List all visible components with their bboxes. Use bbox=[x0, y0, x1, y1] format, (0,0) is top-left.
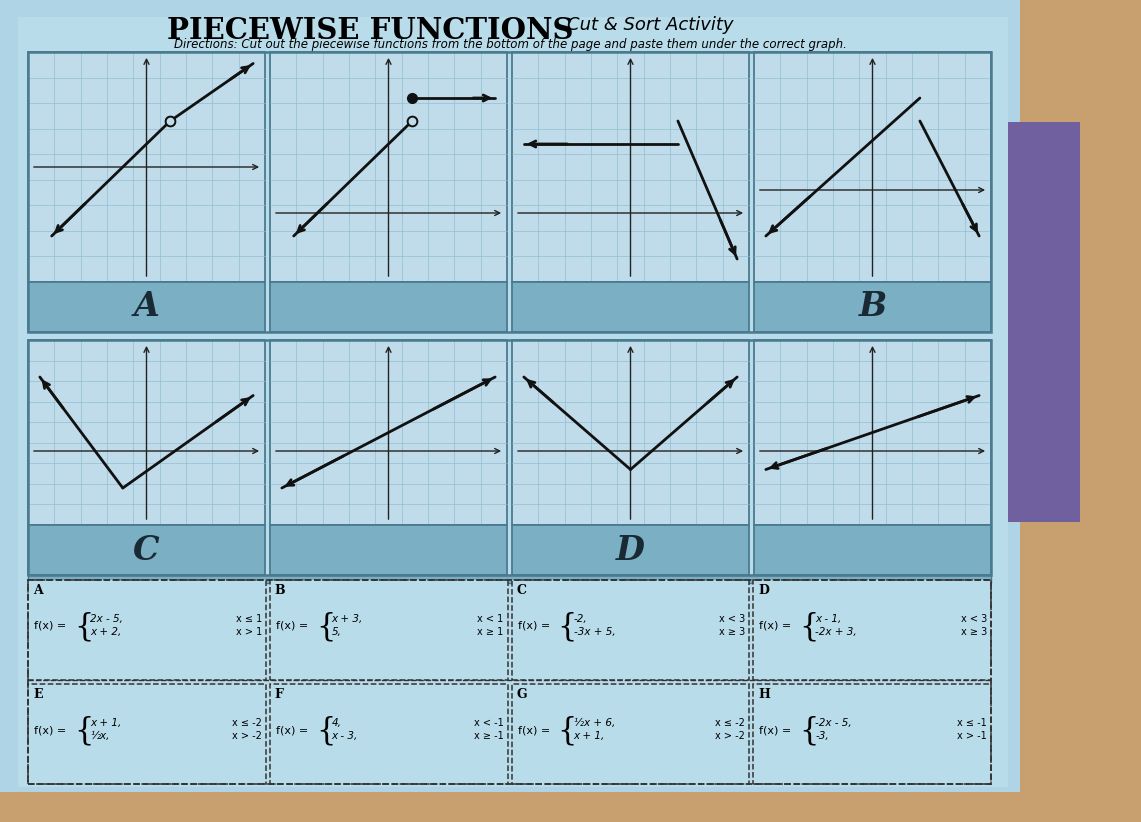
Text: ½x + 6,: ½x + 6, bbox=[574, 718, 615, 728]
Text: 5,: 5, bbox=[332, 627, 341, 637]
Text: Directions: Cut out the piecewise functions from the bottom of the page and past: Directions: Cut out the piecewise functi… bbox=[173, 38, 847, 51]
Text: x - 3,: x - 3, bbox=[332, 731, 358, 741]
Text: 2x - 5,: 2x - 5, bbox=[90, 614, 123, 624]
Bar bbox=[29, 52, 265, 282]
Text: -3x + 5,: -3x + 5, bbox=[574, 627, 615, 637]
Bar bbox=[512, 340, 748, 525]
Bar bbox=[270, 282, 507, 332]
Text: f(x) =: f(x) = bbox=[518, 621, 550, 631]
Text: {: { bbox=[558, 612, 577, 643]
Text: {: { bbox=[799, 612, 818, 643]
Bar bbox=[270, 52, 507, 282]
Text: x ≥ 1: x ≥ 1 bbox=[477, 627, 503, 637]
Bar bbox=[754, 282, 992, 332]
Bar bbox=[512, 525, 748, 575]
Text: x ≥ 3: x ≥ 3 bbox=[719, 627, 745, 637]
Bar bbox=[1000, 122, 1081, 522]
Text: {: { bbox=[74, 715, 94, 746]
Text: x > -1: x > -1 bbox=[957, 731, 987, 741]
Bar bbox=[270, 340, 507, 525]
Bar bbox=[511, 684, 750, 784]
Text: B: B bbox=[275, 584, 285, 597]
Text: x ≤ -1: x ≤ -1 bbox=[957, 718, 987, 728]
Text: B: B bbox=[858, 290, 887, 324]
Bar bbox=[512, 282, 748, 332]
Text: -2x - 5,: -2x - 5, bbox=[816, 718, 852, 728]
Bar bbox=[29, 525, 265, 575]
Bar bbox=[18, 17, 1008, 787]
Text: D: D bbox=[616, 533, 645, 566]
Text: x ≤ -2: x ≤ -2 bbox=[715, 718, 745, 728]
Text: PIECEWISE FUNCTIONS: PIECEWISE FUNCTIONS bbox=[167, 16, 573, 45]
Bar bbox=[754, 525, 992, 575]
Text: x < 1: x < 1 bbox=[477, 614, 503, 624]
Text: x > -2: x > -2 bbox=[232, 731, 261, 741]
Bar bbox=[754, 52, 992, 282]
Text: -2x + 3,: -2x + 3, bbox=[816, 627, 857, 637]
Text: A: A bbox=[33, 584, 42, 597]
Text: f(x) =: f(x) = bbox=[759, 725, 792, 735]
Bar bbox=[753, 684, 992, 784]
Text: {: { bbox=[799, 715, 818, 746]
Text: H: H bbox=[759, 688, 770, 701]
Text: x + 1,: x + 1, bbox=[574, 731, 605, 741]
Bar bbox=[1020, 0, 1141, 822]
Text: 4,: 4, bbox=[332, 718, 341, 728]
Text: C: C bbox=[517, 584, 526, 597]
Bar bbox=[511, 580, 750, 680]
Text: f(x) =: f(x) = bbox=[759, 621, 792, 631]
Bar bbox=[29, 575, 992, 583]
Bar bbox=[0, 792, 1141, 822]
Bar bbox=[29, 580, 266, 680]
Text: -3,: -3, bbox=[816, 731, 828, 741]
Text: x > 1: x > 1 bbox=[235, 627, 261, 637]
Text: x + 3,: x + 3, bbox=[332, 614, 363, 624]
Bar bbox=[269, 580, 508, 680]
Text: f(x) =: f(x) = bbox=[276, 621, 308, 631]
Bar bbox=[753, 580, 992, 680]
Text: x ≥ 3: x ≥ 3 bbox=[961, 627, 987, 637]
Text: x - 1,: x - 1, bbox=[816, 614, 842, 624]
Bar bbox=[29, 52, 992, 332]
Text: {: { bbox=[316, 715, 335, 746]
Bar bbox=[754, 340, 992, 525]
Bar bbox=[269, 684, 508, 784]
Bar bbox=[270, 525, 507, 575]
Text: x ≤ -2: x ≤ -2 bbox=[232, 718, 261, 728]
Text: C: C bbox=[133, 533, 160, 566]
Text: F: F bbox=[275, 688, 284, 701]
Text: x < -1: x < -1 bbox=[474, 718, 503, 728]
Text: f(x) =: f(x) = bbox=[276, 725, 308, 735]
Text: f(x) =: f(x) = bbox=[34, 621, 66, 631]
Text: {: { bbox=[74, 612, 94, 643]
Text: D: D bbox=[759, 584, 769, 597]
Text: -2,: -2, bbox=[574, 614, 588, 624]
Bar bbox=[512, 52, 748, 282]
Text: ½x,: ½x, bbox=[90, 731, 110, 741]
Text: x + 2,: x + 2, bbox=[90, 627, 121, 637]
Text: x > -2: x > -2 bbox=[715, 731, 745, 741]
Bar bbox=[29, 340, 992, 575]
Bar bbox=[29, 340, 265, 525]
Text: x < 3: x < 3 bbox=[719, 614, 745, 624]
Bar bbox=[29, 684, 266, 784]
Text: {: { bbox=[316, 612, 335, 643]
Text: f(x) =: f(x) = bbox=[34, 725, 66, 735]
Text: x ≥ -1: x ≥ -1 bbox=[474, 731, 503, 741]
Text: A: A bbox=[133, 290, 160, 324]
Text: x + 1,: x + 1, bbox=[90, 718, 121, 728]
Text: Cut & Sort Activity: Cut & Sort Activity bbox=[567, 16, 734, 34]
Text: f(x) =: f(x) = bbox=[518, 725, 550, 735]
Text: x ≤ 1: x ≤ 1 bbox=[235, 614, 261, 624]
Bar bbox=[29, 580, 992, 784]
Bar bbox=[29, 282, 265, 332]
Text: x < 3: x < 3 bbox=[961, 614, 987, 624]
Text: G: G bbox=[517, 688, 527, 701]
Text: {: { bbox=[558, 715, 577, 746]
Text: E: E bbox=[33, 688, 42, 701]
